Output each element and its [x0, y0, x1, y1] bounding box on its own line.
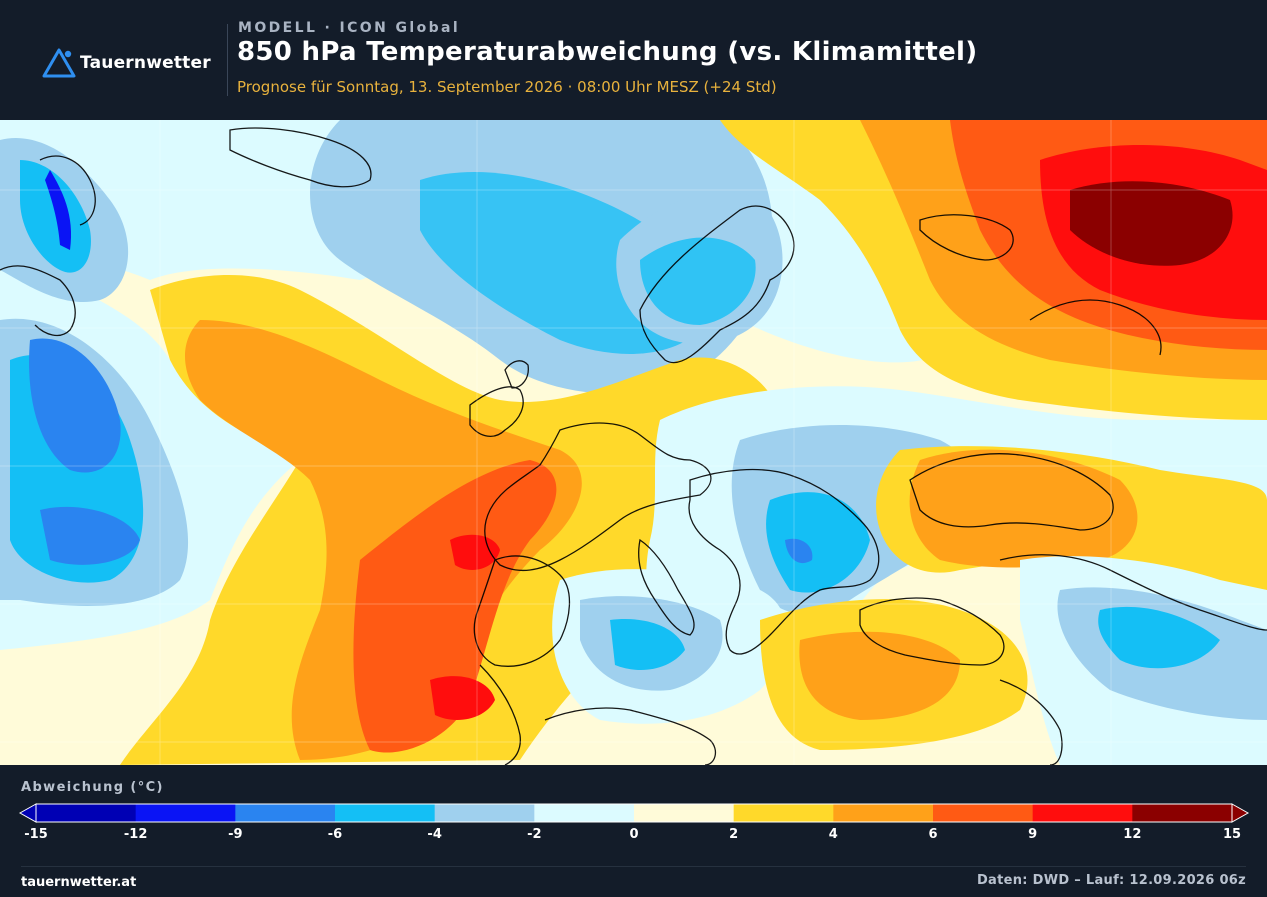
- footer-data-source: Daten: DWD – Lauf: 12.09.2026 06z: [976, 873, 1246, 888]
- anomaly-region-orange-west: [185, 320, 582, 760]
- anomaly-region-cyan-scandinavia: [640, 237, 756, 325]
- colorbar-segment: [335, 804, 436, 822]
- colorbar-tick-label: 2: [729, 827, 739, 842]
- legend-title: Abweichung (°C): [21, 780, 164, 795]
- colorbar-tick-label: -2: [527, 827, 542, 842]
- colorbar-tick-label: -12: [123, 827, 148, 842]
- anomaly-region-cyan-balkan: [766, 492, 870, 593]
- header-bar: Tauernwetter MODELL · ICON Global 850 hP…: [0, 0, 1267, 120]
- anomaly-region-deepblue-greenland: [45, 170, 72, 250]
- colorbar-segment: [634, 804, 735, 822]
- anomaly-region-orange-south: [799, 631, 960, 720]
- brand-name: Tauernwetter: [80, 53, 211, 73]
- colorbar-segment: [235, 804, 336, 822]
- forecast-subtitle: Prognose für Sonntag, 13. September 2026…: [237, 78, 777, 96]
- anomaly-region-cyan-med: [610, 619, 685, 670]
- colorbar-tick-label: 0: [629, 827, 639, 842]
- anomaly-map[interactable]: [0, 120, 1267, 765]
- anomaly-region-blue-west: [29, 338, 121, 473]
- colorbar-tick-label: 9: [1028, 827, 1038, 842]
- footer-divider: [21, 866, 1246, 867]
- colorbar-tick-label: 12: [1123, 827, 1142, 842]
- page-title: 850 hPa Temperaturabweichung (vs. Klimam…: [237, 37, 978, 67]
- brand-logo[interactable]: Tauernwetter: [42, 48, 211, 78]
- anomaly-region-redorange-iberia: [353, 460, 557, 753]
- colorbar-segment: [733, 804, 834, 822]
- colorbar-extend-low: [18, 803, 37, 823]
- anomaly-region-red-morocco: [430, 676, 495, 720]
- colorbar-segment: [434, 804, 535, 822]
- anomaly-map-graphic: [0, 120, 1267, 765]
- colorbar-tick-label: -6: [327, 827, 343, 842]
- anomaly-region-cyan-mideast: [1098, 606, 1220, 669]
- anomaly-region-orange-southeast: [909, 449, 1138, 568]
- header-divider: [227, 24, 228, 96]
- coastlines: [0, 127, 1267, 765]
- colorbar-tick-label: -4: [427, 827, 442, 842]
- anomaly-region-cyan-greenland: [20, 160, 91, 273]
- anomaly-region-blue-balkan: [785, 538, 813, 564]
- colorbar-frame: [35, 803, 1233, 823]
- anomaly-region-red-iberia: [450, 534, 500, 570]
- colorbar-segment: [933, 804, 1034, 822]
- mountain-triangle-icon: [42, 48, 76, 78]
- colorbar: [18, 803, 1250, 823]
- footer-site-link[interactable]: tauernwetter.at: [21, 875, 137, 890]
- colorbar-segment: [36, 804, 137, 822]
- colorbar-segment: [534, 804, 635, 822]
- colorbar-extend-high: [1231, 803, 1250, 823]
- model-label: MODELL · ICON Global: [238, 20, 461, 36]
- colorbar-tick-label: -9: [228, 827, 243, 842]
- colorbar-segment: [1132, 804, 1233, 822]
- colorbar-segment: [1032, 804, 1133, 822]
- colorbar-segment: [833, 804, 934, 822]
- colorbar-tick-label: 15: [1222, 827, 1242, 842]
- colorbar-segment: [135, 804, 236, 822]
- anomaly-region-blue-west-2: [40, 506, 140, 565]
- anomaly-region-darkred-russia: [1070, 181, 1233, 266]
- colorbar-tick-label: -15: [24, 827, 48, 842]
- legend-panel: Abweichung (°C) -15 -12 -9 -6 -4 -2 0 2 4 6 9 12 15 …: [0, 765, 1267, 897]
- graticule: [0, 120, 1267, 765]
- colorbar-tick-label: 4: [828, 827, 838, 842]
- colorbar-tick-label: 6: [928, 827, 938, 842]
